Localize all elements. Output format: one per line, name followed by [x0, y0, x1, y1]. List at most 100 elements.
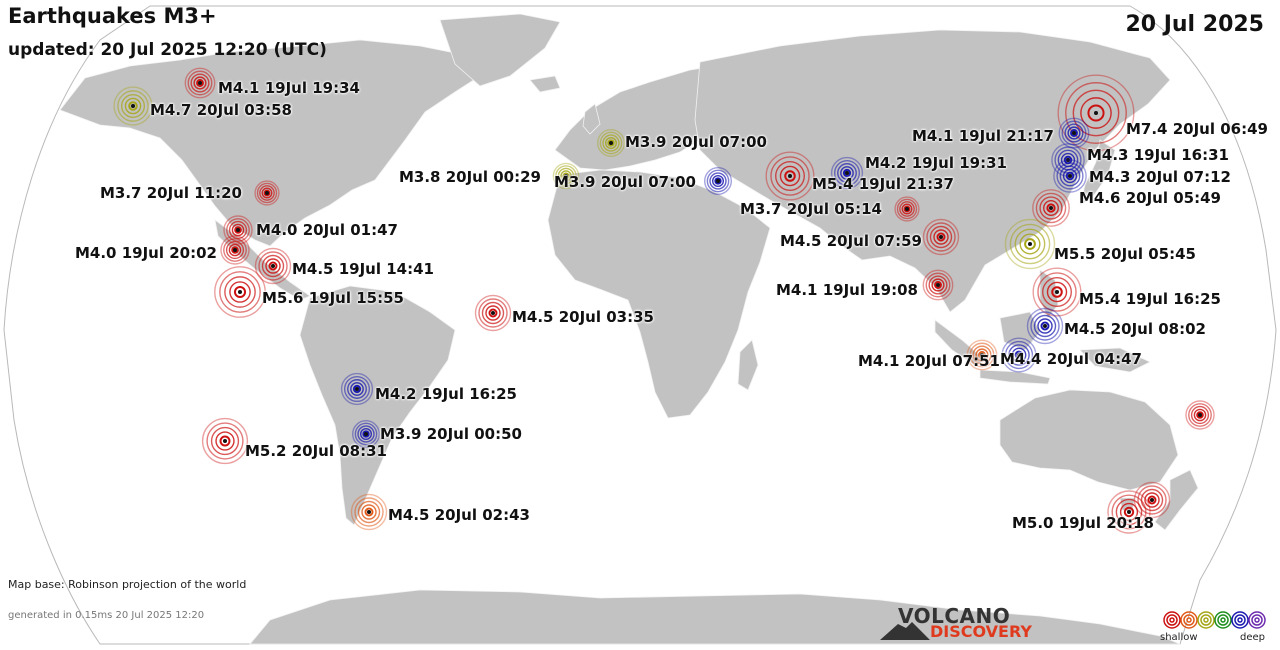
quake-marker[interactable] — [830, 156, 864, 190]
quake-marker[interactable] — [1058, 117, 1090, 149]
quake-label: M4.0 20Jul 01:47 — [256, 221, 398, 239]
legend-depth-circle — [1166, 614, 1178, 626]
legend-depth-circle — [1234, 614, 1246, 626]
volcano-icon — [880, 622, 930, 640]
quake-marker[interactable] — [220, 235, 250, 265]
generated-note: generated in 0.15ms 20 Jul 2025 12:20 — [8, 610, 205, 621]
quake-label: M4.5 20Jul 07:59 — [780, 232, 922, 250]
quake-marker[interactable] — [1053, 159, 1087, 193]
map-base-note: Map base: Robinson projection of the wor… — [8, 578, 247, 591]
legend-depth-circle — [1248, 611, 1266, 629]
quake-label: M4.5 20Jul 08:02 — [1064, 320, 1206, 338]
brand-name-top: VOLCANO — [898, 604, 1011, 628]
quake-label: M3.9 20Jul 00:50 — [380, 425, 522, 443]
legend-depth-circle — [1254, 617, 1260, 623]
quake-marker[interactable] — [765, 151, 815, 201]
legend-shallow-label: shallow — [1160, 632, 1198, 643]
quake-marker[interactable] — [254, 247, 292, 285]
legend-deep-label: deep — [1240, 632, 1265, 643]
quake-marker[interactable] — [1133, 481, 1171, 519]
depth-legend: shallow deep — [1160, 608, 1270, 648]
legend-depth-circle — [1251, 614, 1263, 626]
legend-depth-circle — [1214, 611, 1232, 629]
quake-label: M4.1 19Jul 19:08 — [776, 281, 918, 299]
landmass-new-zealand — [1154, 469, 1199, 531]
quake-label: M4.3 19Jul 16:31 — [1087, 146, 1229, 164]
quake-label: M4.1 20Jul 07:51 — [858, 352, 1000, 370]
quake-marker[interactable] — [201, 417, 249, 465]
quake-marker[interactable] — [1032, 267, 1082, 317]
legend-depth-circle — [1203, 617, 1209, 623]
quake-marker[interactable] — [352, 420, 381, 449]
landmass-australia — [999, 389, 1179, 491]
quake-label: M4.6 20Jul 05:49 — [1079, 189, 1221, 207]
quake-marker[interactable] — [1032, 189, 1070, 227]
quake-label: M7.4 20Jul 06:49 — [1126, 120, 1268, 138]
quake-label: M5.2 20Jul 08:31 — [245, 442, 387, 460]
quake-label: M5.4 19Jul 21:37 — [812, 175, 954, 193]
quake-label: M5.0 19Jul 20:18 — [1012, 514, 1154, 532]
quake-label: M4.4 20Jul 04:47 — [1000, 350, 1142, 368]
quake-marker[interactable] — [1057, 74, 1135, 152]
quake-label: M4.1 19Jul 21:17 — [912, 127, 1054, 145]
quake-label: M3.7 20Jul 11:20 — [100, 184, 242, 202]
landmass-new-guinea — [1079, 347, 1151, 373]
quake-label: M4.5 19Jul 14:41 — [292, 260, 434, 278]
updated-timestamp: updated: 20 Jul 2025 12:20 (UTC) — [8, 40, 327, 60]
quake-marker[interactable] — [894, 196, 920, 222]
landmass-north-america — [59, 39, 481, 247]
landmass-java — [979, 369, 1051, 385]
quake-marker[interactable] — [1004, 218, 1056, 270]
quake-marker[interactable] — [214, 266, 266, 318]
quake-marker[interactable] — [922, 269, 954, 301]
legend-depth-circle — [1163, 611, 1181, 629]
volcano-discovery-logo[interactable]: VOLCANO DISCOVERY — [880, 604, 1040, 642]
quake-marker[interactable] — [1051, 143, 1085, 177]
quake-label: M3.9 20Jul 07:00 — [554, 173, 696, 191]
legend-depth-circle — [1231, 611, 1249, 629]
quake-marker[interactable] — [184, 67, 216, 99]
quake-marker[interactable] — [966, 339, 998, 371]
quake-marker[interactable] — [340, 372, 374, 406]
legend-depth-circle — [1180, 611, 1198, 629]
quake-marker[interactable] — [922, 218, 960, 256]
quake-label: M5.4 19Jul 16:25 — [1079, 290, 1221, 308]
quake-markers — [113, 67, 1215, 534]
landmass-south-america — [299, 285, 456, 526]
landmass-antarctica — [249, 589, 1181, 645]
quake-marker[interactable] — [350, 493, 388, 531]
quake-marker[interactable] — [254, 180, 280, 206]
landmass-madagascar — [737, 339, 759, 391]
quake-marker[interactable] — [113, 86, 153, 126]
landmass-japan — [1079, 139, 1116, 206]
quake-marker[interactable] — [223, 215, 253, 245]
quake-label: M4.2 19Jul 19:31 — [865, 154, 1007, 172]
legend-depth-circle — [1237, 617, 1243, 623]
landmass-asia — [694, 29, 1171, 313]
legend-depth-circle — [1220, 617, 1226, 623]
legend-depth-circle — [1186, 617, 1192, 623]
quake-marker[interactable] — [1185, 400, 1215, 430]
quake-marker[interactable] — [1026, 307, 1064, 345]
quake-marker[interactable] — [597, 128, 626, 157]
legend-depth-circle — [1183, 614, 1195, 626]
quake-label: M5.6 19Jul 15:55 — [262, 289, 404, 307]
legend-depth-circle — [1197, 611, 1215, 629]
quake-label: M5.5 20Jul 05:45 — [1054, 245, 1196, 263]
quake-marker[interactable] — [1001, 337, 1037, 373]
quake-label: M4.0 19Jul 20:02 — [75, 244, 217, 262]
map-date: 20 Jul 2025 — [1125, 12, 1264, 37]
quake-marker[interactable] — [474, 294, 512, 332]
quake-label: M4.2 19Jul 16:25 — [375, 385, 517, 403]
quake-marker[interactable] — [704, 166, 733, 195]
landmass-greenland — [439, 13, 561, 87]
quake-label: M3.9 20Jul 07:00 — [625, 133, 767, 151]
landmass-borneo — [999, 311, 1041, 351]
quake-label: M3.7 20Jul 05:14 — [740, 200, 882, 218]
quake-label: M4.1 19Jul 19:34 — [218, 79, 360, 97]
quake-label: M4.5 20Jul 03:35 — [512, 308, 654, 326]
quake-label: M4.7 20Jul 03:58 — [150, 101, 292, 119]
quake-marker[interactable] — [552, 162, 580, 190]
